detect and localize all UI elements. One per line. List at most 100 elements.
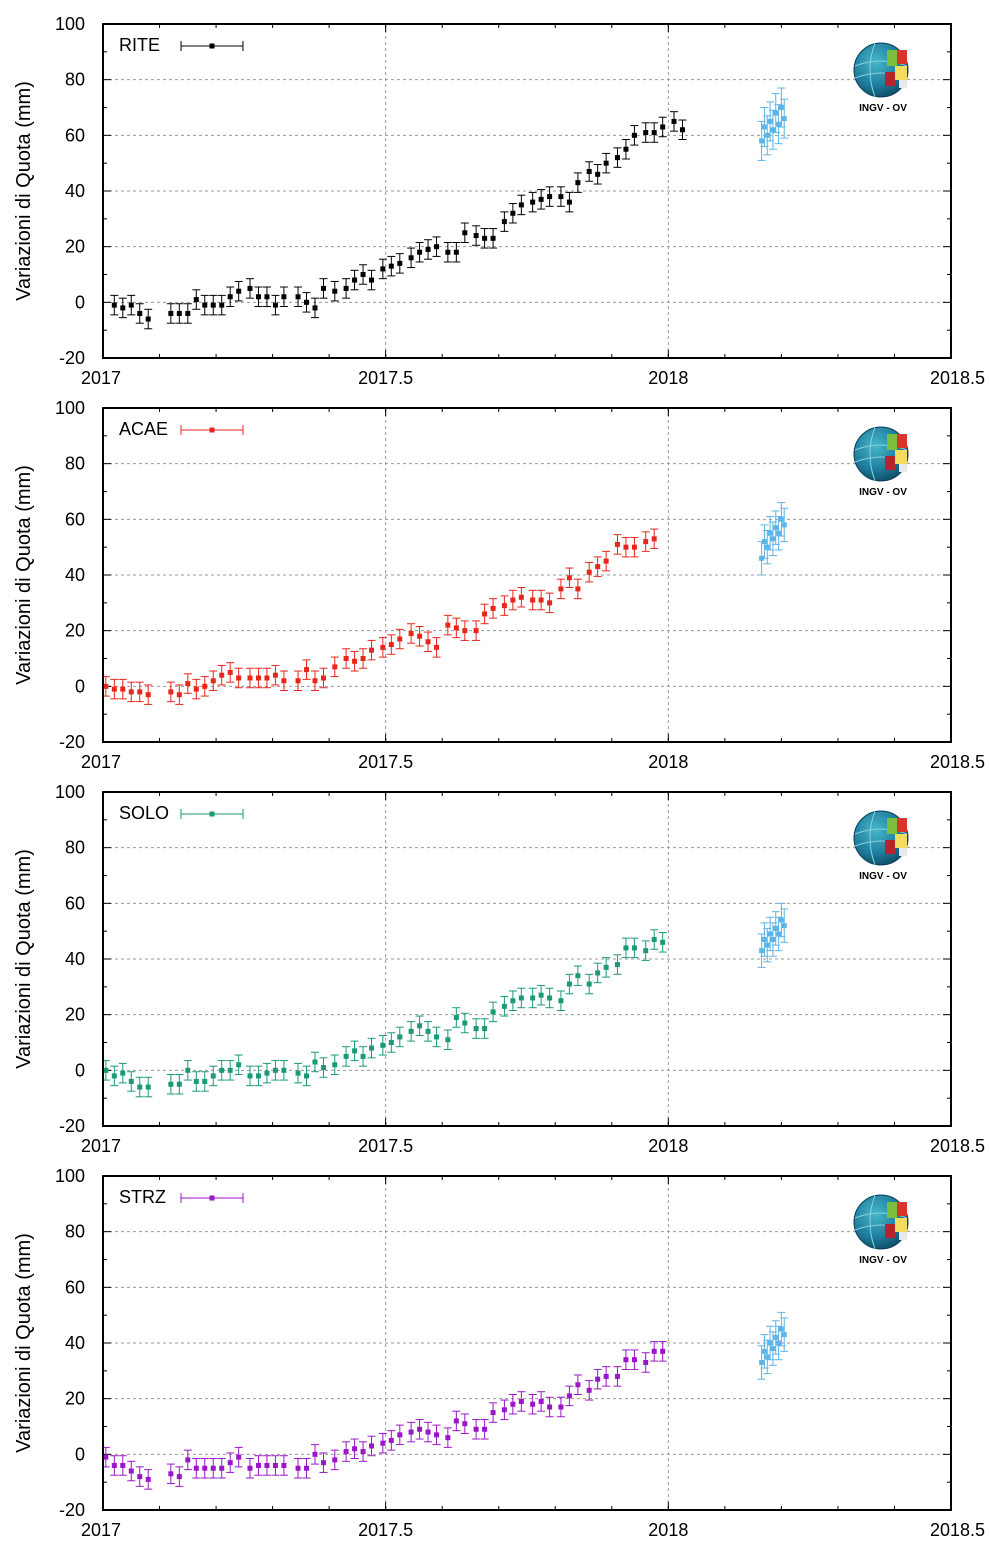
data-point-marker (295, 1465, 301, 1471)
data-point (537, 589, 546, 611)
data-point (342, 648, 351, 669)
data-point (330, 1054, 339, 1076)
data-point (110, 294, 119, 316)
data-point-marker (660, 1348, 666, 1354)
data-point (443, 241, 452, 263)
globe-tile (899, 80, 907, 88)
recent-data-point-marker (761, 124, 767, 130)
recent-data-point-marker (767, 530, 773, 536)
data-point (613, 534, 622, 555)
data-point-marker (575, 180, 581, 186)
data-point (472, 225, 481, 246)
data-point (658, 116, 667, 138)
y-tick-label: 0 (75, 1060, 85, 1080)
data-point (585, 561, 594, 583)
y-tick-label: 40 (65, 949, 85, 969)
data-point-marker (103, 1067, 109, 1073)
data-point (135, 303, 144, 324)
data-point-marker (320, 1460, 326, 1466)
data-point-marker (408, 1429, 414, 1435)
data-point-marker (518, 1398, 524, 1404)
data-point-marker (490, 235, 496, 241)
y-tick-label: 60 (65, 1277, 85, 1297)
data-point-marker (538, 992, 544, 998)
data-point (271, 1455, 280, 1476)
data-point (415, 241, 424, 263)
data-point-marker (320, 675, 326, 681)
data-point (452, 241, 461, 263)
data-point-marker (202, 1465, 208, 1471)
data-point (452, 1007, 461, 1028)
data-point-marker (445, 622, 451, 628)
data-point-marker (434, 1034, 440, 1040)
y-tick-label: 20 (65, 621, 85, 641)
data-point-marker (510, 998, 516, 1004)
data-point (217, 1458, 226, 1479)
data-point-marker (397, 260, 403, 266)
data-point (271, 664, 280, 686)
data-point-marker (264, 294, 270, 300)
data-point-marker (312, 1059, 318, 1065)
data-point (545, 592, 554, 614)
globe-tile (887, 434, 897, 450)
data-point (650, 528, 659, 550)
y-tick-label: 60 (65, 125, 85, 145)
data-point-marker (128, 689, 134, 695)
data-point-marker (603, 558, 609, 564)
data-point (330, 1449, 339, 1471)
globe-tile (887, 50, 897, 66)
data-point-marker (408, 1028, 414, 1034)
data-point (480, 603, 489, 625)
data-point (302, 292, 311, 313)
recent-data-point-marker (781, 1332, 787, 1338)
plot-frame (102, 407, 952, 743)
data-point (279, 670, 288, 692)
data-point-marker (558, 998, 564, 1004)
data-point (500, 595, 509, 616)
data-point (480, 1419, 489, 1440)
data-point (110, 1065, 119, 1087)
data-point (480, 228, 489, 249)
data-point (613, 147, 622, 168)
data-point (135, 1466, 144, 1487)
data-point-marker (462, 230, 468, 236)
data-point (294, 1062, 303, 1084)
data-point-marker (595, 1376, 601, 1382)
data-point (556, 578, 565, 600)
globe-tile (885, 72, 895, 86)
data-point-marker (501, 1003, 507, 1009)
data-point-marker (247, 675, 253, 681)
data-point (200, 1071, 209, 1092)
data-point-marker (651, 937, 657, 943)
data-point-marker (272, 672, 278, 678)
y-tick-label: 100 (55, 398, 85, 418)
data-point-marker (219, 672, 225, 678)
data-point (500, 996, 509, 1017)
data-point-marker (193, 1078, 199, 1084)
data-point-marker (295, 294, 301, 300)
recent-data-point (780, 1317, 789, 1352)
data-point-marker (595, 171, 601, 177)
data-point (302, 1065, 311, 1087)
data-point (118, 297, 127, 319)
data-point (319, 1452, 328, 1473)
data-point (585, 973, 594, 995)
data-point-marker (312, 305, 318, 311)
data-point-marker (417, 1426, 423, 1432)
data-point (175, 303, 184, 324)
data-point-marker (247, 1465, 253, 1471)
data-point (500, 211, 509, 232)
data-point (262, 667, 271, 689)
series-acae-recent (757, 502, 789, 576)
globe-latitude (854, 444, 908, 451)
data-point (279, 1455, 288, 1476)
data-point (489, 228, 498, 249)
data-point-marker (631, 945, 637, 951)
globe-meridian (869, 42, 876, 98)
data-point (245, 1458, 254, 1479)
series-strz (101, 1341, 667, 1490)
y-axis-label: Variazioni di Quota (mm) (13, 81, 35, 301)
data-point-marker (111, 302, 117, 308)
y-tick-label: -20 (59, 348, 85, 368)
